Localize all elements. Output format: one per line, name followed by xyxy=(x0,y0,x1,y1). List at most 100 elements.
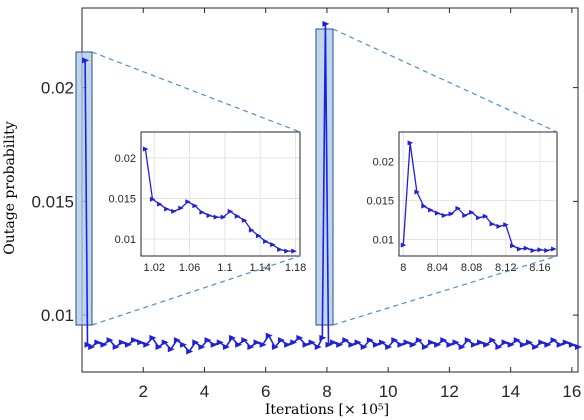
zoom-connector xyxy=(332,28,558,133)
main-series-marker xyxy=(229,334,237,341)
inset-series-marker xyxy=(291,248,297,254)
inset-series-marker xyxy=(462,212,468,218)
main-series-marker xyxy=(360,343,368,350)
main-series-marker xyxy=(532,343,540,350)
inset-series-marker xyxy=(489,221,496,227)
inset-y-tick-label: 0.015 xyxy=(366,196,394,208)
main-series-marker xyxy=(379,339,387,346)
main-series-marker xyxy=(296,334,304,341)
main-series-marker xyxy=(458,343,466,350)
inset-series-marker xyxy=(157,201,163,207)
inset-series-marker xyxy=(149,196,156,202)
x-tick-label: 4 xyxy=(200,382,209,401)
main-series-marker xyxy=(477,339,485,346)
main-series-marker xyxy=(204,337,212,344)
main-series-marker xyxy=(82,57,90,64)
inset-y-tick-label: 0.015 xyxy=(108,193,136,205)
main-series-marker xyxy=(112,343,120,350)
inset-series-marker xyxy=(475,215,482,221)
main-series-marker xyxy=(446,341,454,348)
main-series-marker xyxy=(118,339,126,346)
main-series-marker xyxy=(143,341,151,348)
inset-frame xyxy=(140,131,301,257)
inset-series-marker xyxy=(421,203,427,209)
inset-series-marker xyxy=(544,248,550,254)
inset-series-marker xyxy=(220,214,227,220)
main-series-marker xyxy=(385,343,393,350)
inset-series-marker xyxy=(199,209,205,215)
inset-series-marker xyxy=(234,213,241,219)
x-tick-label: 10 xyxy=(379,382,398,401)
inset-series-marker xyxy=(482,213,489,219)
zoom-connector xyxy=(91,255,301,326)
inset-series-marker xyxy=(164,206,170,212)
inset-series-marker xyxy=(407,140,414,146)
inset-x-tick-label: 8 xyxy=(400,262,406,274)
main-series-marker xyxy=(526,339,534,346)
main-series-marker xyxy=(198,343,206,350)
inset-series-marker xyxy=(213,214,220,220)
inset-series-marker xyxy=(263,238,269,244)
main-series-marker xyxy=(452,339,460,346)
main-series-marker xyxy=(366,337,374,344)
main-series-marker xyxy=(397,341,405,348)
zoom-connector xyxy=(91,51,301,133)
x-tick-label: 16 xyxy=(562,382,581,401)
inset-series-marker xyxy=(400,242,407,248)
main-series-marker xyxy=(513,337,521,344)
main-series xyxy=(82,20,582,355)
main-series-marker xyxy=(100,341,108,348)
main-series-marker xyxy=(186,348,194,355)
zoom-connector xyxy=(332,255,558,326)
inset-series-marker xyxy=(428,207,434,213)
main-series-marker xyxy=(235,341,243,348)
main-series-marker xyxy=(84,341,92,348)
main-series-marker xyxy=(336,341,344,348)
main-series-marker xyxy=(550,337,558,344)
inset-series-marker xyxy=(248,227,255,233)
main-series-marker xyxy=(538,339,546,346)
inset-series-marker xyxy=(241,217,248,223)
main-series-marker xyxy=(556,341,564,348)
main-series-marker xyxy=(106,337,114,344)
x-tick-label: 2 xyxy=(139,382,148,401)
main-series-marker xyxy=(348,341,356,348)
inset-series-marker xyxy=(469,209,475,215)
inset-1: 1.02 1.06 1.1 1.14 1.18 0.01 0.015 0.02 xyxy=(108,131,306,274)
inset-series-marker xyxy=(516,246,523,252)
inset-y-tick-label: 0.02 xyxy=(373,157,394,169)
main-series-marker xyxy=(501,339,509,346)
inset-series-marker xyxy=(414,189,420,195)
main-series-marker xyxy=(434,341,442,348)
inset-series-marker xyxy=(510,243,516,249)
main-series-marker xyxy=(568,341,576,348)
main-series-marker xyxy=(575,343,582,350)
main-series-marker xyxy=(278,337,286,344)
main-series-marker xyxy=(155,343,163,350)
inset-x-tick-label: 1.14 xyxy=(250,262,271,274)
main-series-marker xyxy=(519,341,527,348)
main-series-marker xyxy=(284,341,292,348)
main-series-marker xyxy=(483,341,491,348)
x-axis-label: Iterations [× 10⁵] xyxy=(265,402,389,418)
main-series-marker xyxy=(210,341,218,348)
main-series-marker xyxy=(409,341,417,348)
inset-series-marker xyxy=(448,211,455,217)
inset-series-marker xyxy=(270,242,276,248)
main-series-marker xyxy=(265,332,273,339)
main-series-marker xyxy=(544,341,552,348)
x-tick-label: 14 xyxy=(501,382,520,401)
main-series-marker xyxy=(259,341,267,348)
inset-series-marker xyxy=(537,247,543,253)
inset-series-marker xyxy=(206,212,213,218)
y-axis-label: Outage probability xyxy=(2,121,18,255)
main-series-marker xyxy=(470,341,478,348)
inset-series-marker xyxy=(496,223,502,229)
inset-border xyxy=(398,131,558,257)
main-series-marker xyxy=(391,337,399,344)
inset-x-tick-label: 1.06 xyxy=(179,262,200,274)
inset-series-marker xyxy=(455,205,461,211)
inset-series-line xyxy=(144,148,294,252)
inset-y-tick-label: 0.01 xyxy=(115,234,136,246)
